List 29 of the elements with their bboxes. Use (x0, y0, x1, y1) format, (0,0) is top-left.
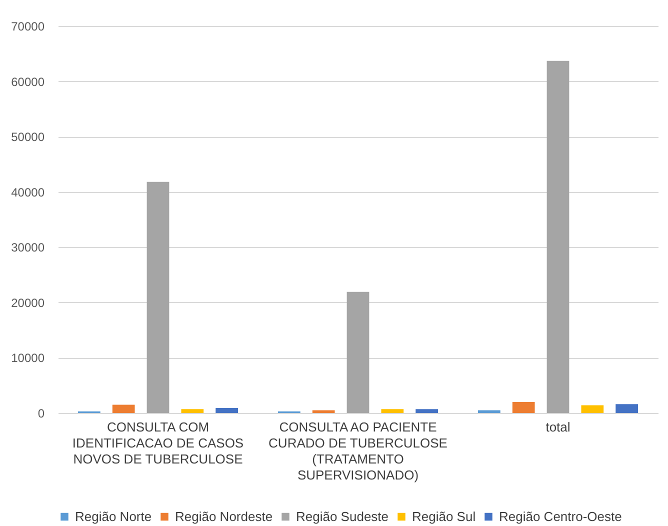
y-tick-label: 50000 (11, 130, 45, 144)
bar (146, 182, 170, 413)
y-tick-label: 20000 (11, 296, 45, 310)
legend-label: Região Centro-Oeste (499, 508, 622, 524)
bar (478, 410, 500, 413)
legend-label: Região Sudeste (296, 508, 389, 524)
legend-label: Região Nordeste (175, 508, 273, 524)
bar (416, 409, 438, 413)
legend-label: Região Norte (75, 508, 152, 524)
x-tick-label: total (546, 420, 570, 434)
y-tick-label: 0 (38, 406, 45, 420)
y-tick-label: 30000 (11, 240, 45, 255)
bar (181, 409, 204, 413)
bar (512, 402, 535, 413)
y-tick-label: 40000 (11, 185, 45, 200)
bar (216, 408, 238, 413)
bar (381, 409, 404, 413)
x-tick-label: CONSULTA AO PACIENTE CURADO DE TUBERCULOSE (TRATAMENTO SUPERVISIONADO) (268, 420, 448, 482)
bar (312, 410, 335, 413)
y-tick-label: 60000 (11, 74, 45, 89)
bar (616, 404, 638, 413)
bar (112, 404, 135, 413)
y-tick-label: 70000 (11, 20, 45, 34)
bar (581, 405, 604, 413)
bar (546, 60, 570, 413)
bar (346, 292, 370, 413)
legend-label: Região Sul (412, 508, 476, 524)
y-tick-label: 10000 (11, 351, 45, 366)
x-tick-label: CONSULTA COM IDENTIFICACAO DE CASOS NOVOS DE TUBERCULOSE (72, 420, 244, 466)
